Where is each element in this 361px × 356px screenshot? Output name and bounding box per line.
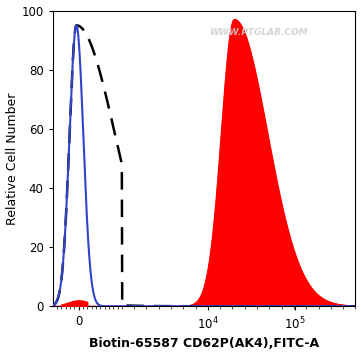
Y-axis label: Relative Cell Number: Relative Cell Number bbox=[5, 92, 18, 225]
Text: WWW.PTGLAB.COM: WWW.PTGLAB.COM bbox=[209, 28, 308, 37]
X-axis label: Biotin-65587 CD62P(AK4),FITC-A: Biotin-65587 CD62P(AK4),FITC-A bbox=[89, 337, 319, 350]
